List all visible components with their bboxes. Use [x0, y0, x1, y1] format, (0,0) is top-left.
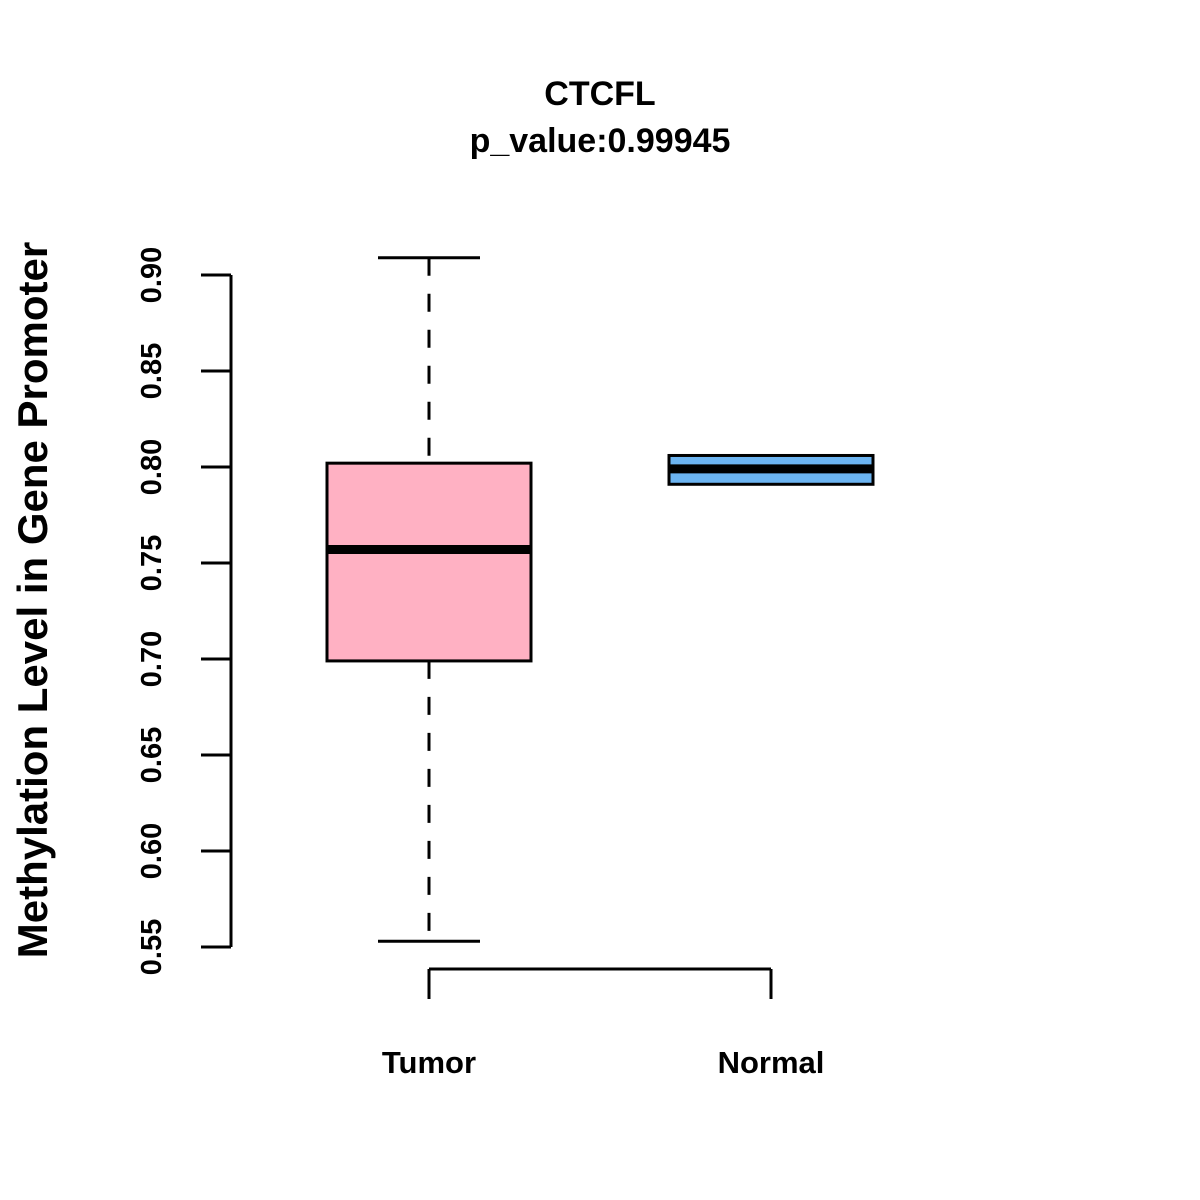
- y-tick-label: 0.80: [136, 439, 168, 495]
- x-axis: Tumor Normal: [382, 967, 825, 1080]
- y-tick-label: 0.70: [136, 631, 168, 687]
- y-tick-label: 0.85: [136, 343, 168, 399]
- boxes-group: [325, 256, 875, 943]
- y-tick-label: 0.55: [136, 919, 168, 975]
- y-axis: 0.55 0.60 0.65 0.70 0.75 0.80 0.85 0.90: [136, 247, 233, 975]
- box-tumor: [325, 256, 533, 943]
- iqr-box: [325, 461, 533, 663]
- y-tick-label: 0.90: [136, 247, 168, 303]
- box-normal: [667, 453, 875, 486]
- chart-title: CTCFL: [544, 75, 655, 113]
- x-tick-label: Tumor: [382, 1045, 476, 1080]
- y-axis-label: Methylation Level in Gene Promoter: [9, 242, 56, 958]
- y-tick-label: 0.60: [136, 823, 168, 879]
- y-tick-label: 0.65: [136, 727, 168, 783]
- y-tick-label: 0.75: [136, 535, 168, 591]
- chart-subtitle: p_value:0.99945: [470, 122, 731, 160]
- x-tick-label: Normal: [718, 1045, 825, 1080]
